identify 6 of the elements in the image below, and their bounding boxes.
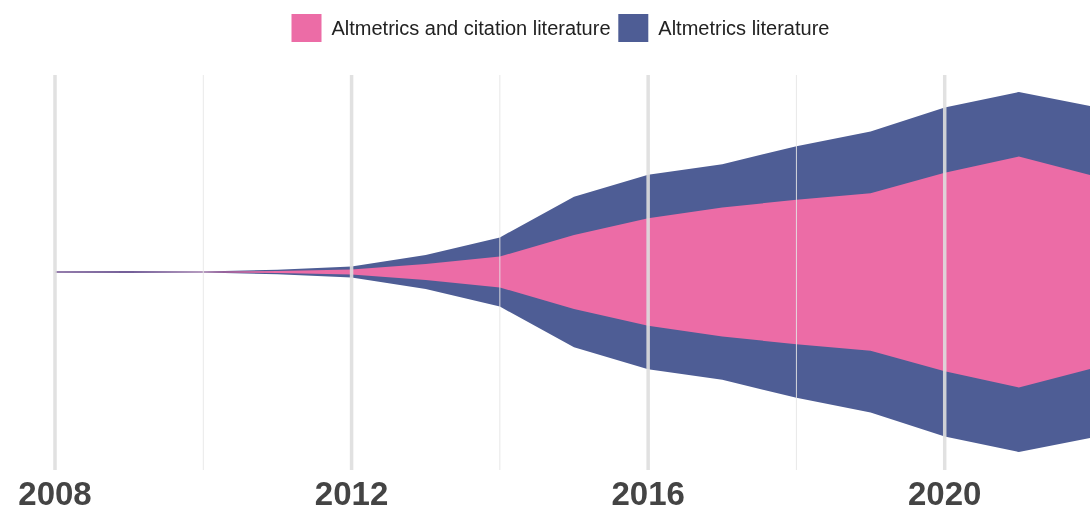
x-tick-label: 2008 [18,475,92,511]
x-tick-label: 2020 [908,475,982,511]
x-tick-label: 2016 [611,475,685,511]
x-tick-label: 2012 [314,475,389,511]
legend-label: Altmetrics literature [658,17,830,39]
legend-label: Altmetrics and citation literature [331,17,611,39]
